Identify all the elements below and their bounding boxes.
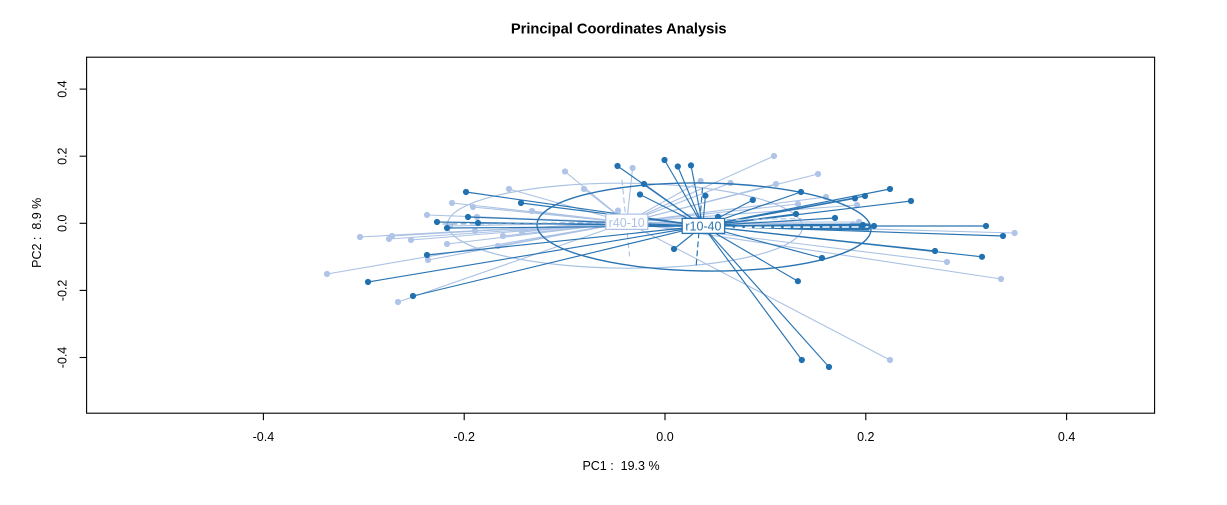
svg-text:0.4: 0.4 (56, 80, 70, 97)
svg-text:r10-40: r10-40 (685, 220, 721, 234)
svg-text:0.0: 0.0 (56, 215, 70, 232)
svg-text:-0.2: -0.2 (56, 280, 70, 302)
svg-text:-0.4: -0.4 (56, 347, 70, 369)
svg-text:0.0: 0.0 (656, 430, 673, 444)
svg-text:-0.2: -0.2 (453, 430, 475, 444)
svg-text:0.4: 0.4 (1058, 430, 1075, 444)
svg-text:0.2: 0.2 (56, 147, 70, 164)
svg-text:PC1 : 19.3 %: PC1 : 19.3 % (582, 459, 659, 473)
svg-text:r40-10: r40-10 (609, 216, 645, 230)
svg-text:0.2: 0.2 (857, 430, 874, 444)
svg-text:-0.4: -0.4 (253, 430, 275, 444)
svg-text:PC2 : 8.9 %: PC2 : 8.9 % (30, 198, 44, 268)
svg-text:Principal Coordinates Analysis: Principal Coordinates Analysis (511, 21, 727, 37)
